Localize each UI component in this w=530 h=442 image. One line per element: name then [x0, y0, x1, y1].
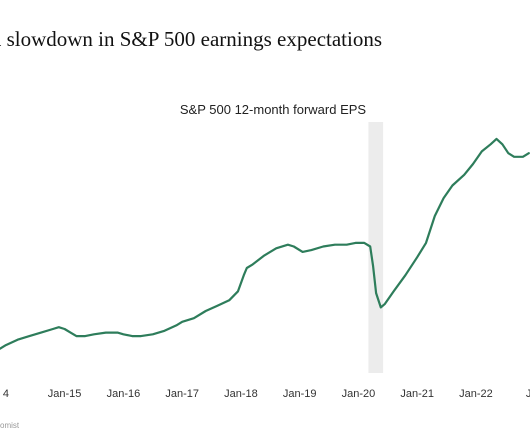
x-tick-label: Jan-20: [342, 388, 376, 400]
x-tick-label: Jan-16: [107, 388, 141, 400]
series-line-0: [0, 137, 530, 350]
x-tick-label: 4: [3, 388, 9, 400]
x-tick-label: Jan-17: [165, 388, 199, 400]
x-tick-label: Jan-22: [459, 388, 493, 400]
x-tick-label: Jan-18: [224, 388, 258, 400]
source-note: omist: [0, 421, 20, 430]
x-tick-label: Jan-19: [283, 388, 317, 400]
x-tick-label: Jan-21: [400, 388, 434, 400]
recession-shading-layer: [368, 122, 384, 373]
chart-title: S&P 500 12-month forward EPS: [180, 102, 367, 117]
headline: a slowdown in S&P 500 earnings expectati…: [0, 27, 383, 51]
series-layer: [0, 137, 530, 350]
x-axis-tick-labels: 4 Jan-15 Jan-16 Jan-17 Jan-18 Jan-19 Jan-20 Jan…: [3, 388, 530, 400]
recession-shading: [368, 122, 384, 373]
x-tick-label: Jan: [526, 388, 530, 400]
x-tick-label: Jan-15: [48, 388, 82, 400]
